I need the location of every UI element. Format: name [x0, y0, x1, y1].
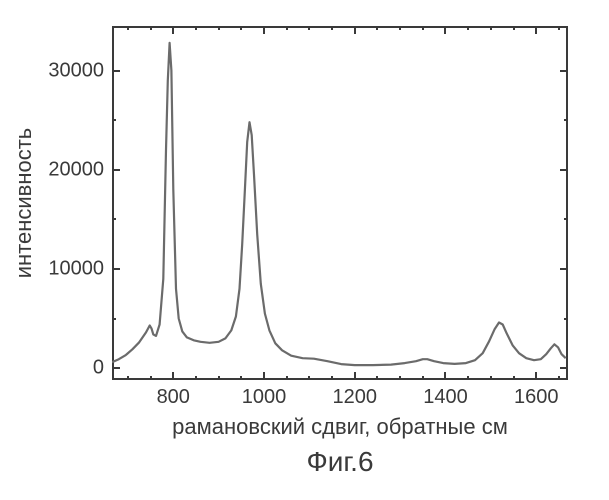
axis-tick: [354, 372, 356, 380]
y-tick-label: 10000: [48, 257, 104, 280]
axis-tick: [467, 376, 469, 380]
axis-tick: [564, 318, 568, 320]
axis-tick: [150, 376, 152, 380]
axis-tick: [331, 26, 333, 30]
y-tick-label: 20000: [48, 158, 104, 181]
axis-tick: [218, 376, 220, 380]
axis-tick: [263, 26, 265, 34]
axis-tick: [558, 26, 560, 30]
x-tick-label: 1400: [423, 386, 468, 409]
axis-tick: [564, 119, 568, 121]
axis-tick: [560, 367, 568, 369]
axis-tick: [150, 26, 152, 30]
axis-tick: [286, 376, 288, 380]
figure-caption: Фиг.6: [306, 446, 373, 478]
axis-tick: [422, 26, 424, 30]
axis-tick: [331, 376, 333, 380]
axis-tick: [263, 372, 265, 380]
y-tick-label: 30000: [48, 59, 104, 82]
axis-tick: [172, 26, 174, 34]
axis-tick: [560, 268, 568, 270]
figure-container: 800 1000 1200 1400 1600 0 10000 20000 30000 инт…: [0, 0, 609, 500]
raman-spectrum-line: [112, 26, 568, 380]
axis-tick: [286, 26, 288, 30]
axis-tick: [422, 376, 424, 380]
axis-tick: [399, 376, 401, 380]
axis-tick: [112, 70, 120, 72]
y-tick-label: 0: [93, 357, 104, 380]
axis-tick: [467, 26, 469, 30]
plot-area: [112, 26, 568, 380]
axis-tick: [490, 26, 492, 30]
axis-tick: [112, 218, 116, 220]
axis-tick: [112, 367, 120, 369]
axis-tick: [112, 119, 116, 121]
axis-tick: [112, 268, 120, 270]
axis-tick: [560, 70, 568, 72]
axis-tick: [444, 372, 446, 380]
axis-tick: [218, 26, 220, 30]
axis-tick: [354, 26, 356, 34]
x-tick-label: 1000: [242, 386, 287, 409]
axis-tick: [558, 376, 560, 380]
axis-tick: [513, 26, 515, 30]
axis-tick: [535, 26, 537, 34]
x-tick-label: 1200: [332, 386, 377, 409]
axis-tick: [308, 26, 310, 30]
y-axis-label: интенсивность: [11, 128, 37, 279]
axis-tick: [513, 376, 515, 380]
axis-tick: [490, 376, 492, 380]
axis-tick: [195, 26, 197, 30]
x-tick-label: 1600: [514, 386, 559, 409]
axis-tick: [376, 376, 378, 380]
axis-tick: [112, 169, 120, 171]
axis-tick: [112, 318, 116, 320]
axis-tick: [564, 218, 568, 220]
axis-tick: [240, 376, 242, 380]
axis-tick: [127, 376, 129, 380]
axis-tick: [399, 26, 401, 30]
x-tick-label: 800: [157, 386, 190, 409]
axis-tick: [240, 26, 242, 30]
axis-tick: [308, 376, 310, 380]
axis-tick: [560, 169, 568, 171]
axis-tick: [172, 372, 174, 380]
x-axis-label: рамановский сдвиг, обратные см: [172, 414, 508, 440]
axis-tick: [444, 26, 446, 34]
axis-tick: [127, 26, 129, 30]
axis-tick: [376, 26, 378, 30]
axis-tick: [535, 372, 537, 380]
axis-tick: [195, 376, 197, 380]
raman-spectrum: [112, 43, 566, 365]
